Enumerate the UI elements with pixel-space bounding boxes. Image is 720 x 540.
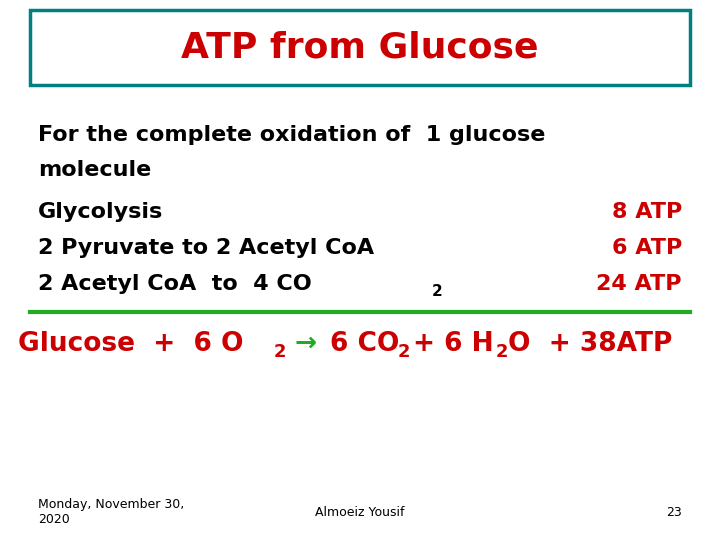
Text: ATP from Glucose: ATP from Glucose bbox=[181, 30, 539, 64]
Text: 2: 2 bbox=[432, 285, 443, 300]
Text: 8 ATP: 8 ATP bbox=[612, 202, 682, 222]
Text: Glycolysis: Glycolysis bbox=[38, 202, 163, 222]
Text: →: → bbox=[295, 331, 317, 357]
FancyBboxPatch shape bbox=[30, 10, 690, 85]
Text: 2: 2 bbox=[274, 343, 287, 361]
Text: Monday, November 30,
2020: Monday, November 30, 2020 bbox=[38, 498, 184, 526]
Text: + 6 H: + 6 H bbox=[413, 331, 494, 357]
Text: molecule: molecule bbox=[38, 160, 151, 180]
Text: 23: 23 bbox=[666, 505, 682, 518]
Text: 6 ATP: 6 ATP bbox=[612, 238, 682, 258]
Text: 24 ATP: 24 ATP bbox=[596, 274, 682, 294]
Text: 6 CO: 6 CO bbox=[330, 331, 400, 357]
Text: 2: 2 bbox=[398, 343, 410, 361]
Text: Almoeiz Yousif: Almoeiz Yousif bbox=[315, 505, 405, 518]
Text: For the complete oxidation of  1 glucose: For the complete oxidation of 1 glucose bbox=[38, 125, 545, 145]
Text: Glucose  +  6 O: Glucose + 6 O bbox=[18, 331, 243, 357]
Text: 2: 2 bbox=[496, 343, 508, 361]
Text: 2 Acetyl CoA  to  4 CO: 2 Acetyl CoA to 4 CO bbox=[38, 274, 312, 294]
Text: O  + 38ATP: O + 38ATP bbox=[508, 331, 672, 357]
Text: 2 Pyruvate to 2 Acetyl CoA: 2 Pyruvate to 2 Acetyl CoA bbox=[38, 238, 374, 258]
